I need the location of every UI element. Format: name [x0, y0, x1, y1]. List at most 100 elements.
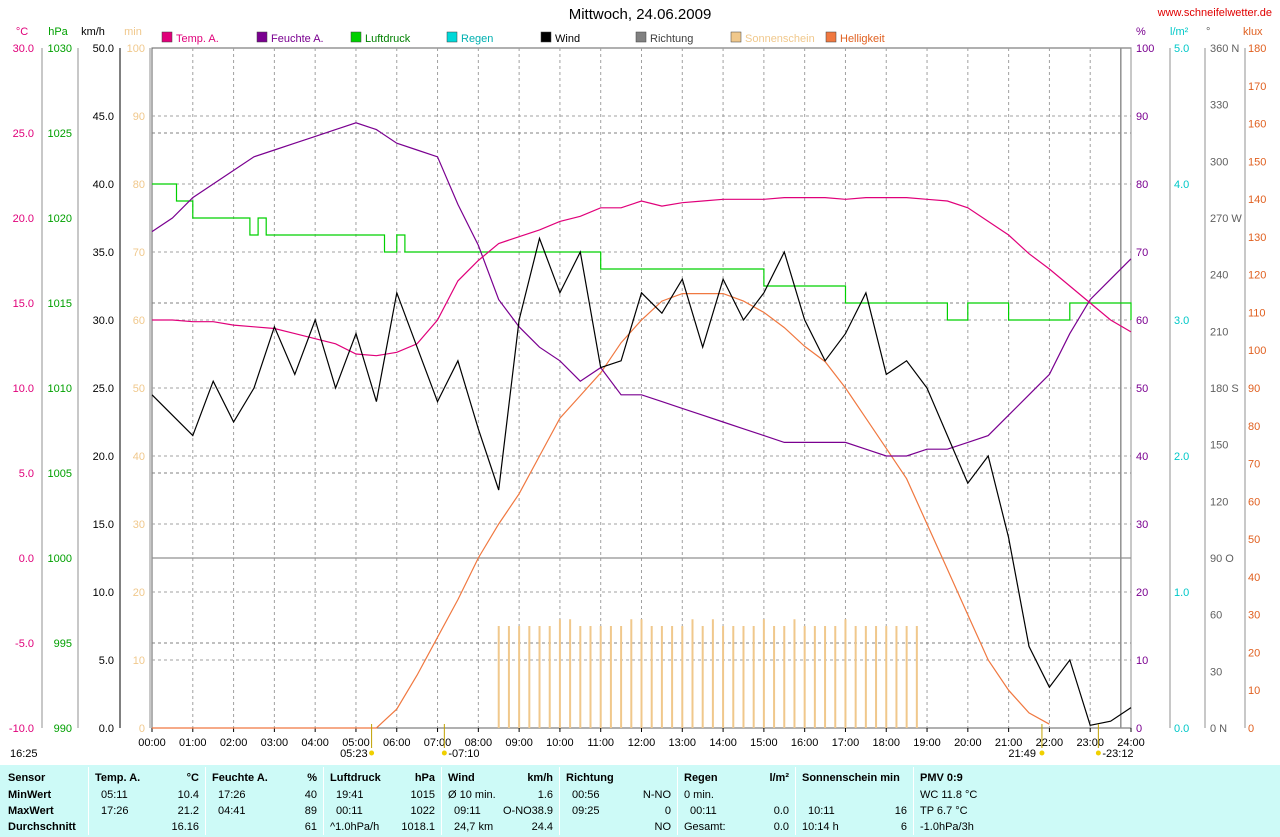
wind-line — [151, 236, 1132, 726]
humidity-header: Feuchte A. — [212, 772, 268, 784]
direction-header: Richtung — [566, 772, 614, 784]
direction-max-value: 0 — [664, 805, 671, 817]
wind-min-label: Ø 10 min. — [448, 789, 496, 801]
temp-tick-label: 5.0 — [19, 468, 34, 480]
temp-tick-label: -10.0 — [9, 723, 34, 735]
humidity-min-time: 17:26 — [218, 789, 246, 801]
wind-unit-label: km/h — [81, 26, 105, 38]
humidity-tick-label: 40 — [1136, 451, 1148, 463]
wind-tick-label: 5.0 — [99, 655, 114, 667]
humidity-tick-label: 80 — [1136, 179, 1148, 191]
x-tick-label: 09:00 — [505, 737, 533, 749]
pressure-tick-label: 1010 — [48, 383, 72, 395]
temp-tick-label: 0.0 — [19, 553, 34, 565]
direction-stats: Richtung 00:56 N-NO 09:25 0 NO — [560, 765, 677, 837]
chart-title: Mittwoch, 24.06.2009 — [569, 6, 712, 23]
wind-tick-label: 45.0 — [93, 111, 114, 123]
wind-min-value: 1.6 — [537, 789, 553, 801]
pmv-dewpoint: TP 6.7 °C — [920, 805, 968, 817]
sunshine-header: Sonnenschein min — [802, 772, 900, 784]
legend-swatch — [161, 31, 173, 43]
humidity-min-value: 40 — [304, 789, 317, 801]
temp-average: 16.16 — [171, 821, 199, 833]
x-tick-label: 10:00 — [546, 737, 574, 749]
pressure-header: Luftdruck — [330, 772, 381, 784]
legend-swatch — [256, 31, 268, 43]
sunshine-tick-label: 10 — [133, 655, 145, 667]
legend-label: Richtung — [650, 33, 693, 45]
sunshine-tick-label: 0 — [139, 723, 145, 735]
brightness-tick-label: 40 — [1248, 572, 1260, 584]
direction-tick-label: 150 — [1210, 440, 1228, 452]
legend-swatch — [825, 31, 837, 43]
brightness-tick-label: 10 — [1248, 685, 1260, 697]
pressure-line — [152, 183, 1132, 321]
wind-average: 24.4 — [531, 821, 553, 833]
x-tick-label: 15:00 — [750, 737, 778, 749]
divider — [205, 767, 206, 835]
pressure-tick-label: 995 — [54, 638, 72, 650]
brightness-tick-label: 170 — [1248, 81, 1266, 93]
temp-tick-label: -5.0 — [15, 638, 34, 650]
pmv-stats: PMV 0:9 WC 11.8 °C TP 6.7 °C -1.0hPa/3h — [914, 765, 1034, 837]
humidity-stats: Feuchte A. % 17:26 40 04:41 89 61 — [206, 765, 323, 837]
x-tick-label: 08:00 — [465, 737, 493, 749]
x-tick-label: 16:00 — [791, 737, 819, 749]
humidity-tick-label: 50 — [1136, 383, 1148, 395]
brightness-tick-label: 130 — [1248, 232, 1266, 244]
direction-tick-label: 120 — [1210, 496, 1228, 508]
direction-tick-label: 360 N — [1210, 43, 1239, 55]
sunshine-tick-label: 50 — [133, 383, 145, 395]
sunshine-tick-label: 80 — [133, 179, 145, 191]
divider — [795, 767, 796, 835]
direction-tick-label: 60 — [1210, 610, 1222, 622]
x-tick-label: 22:00 — [1036, 737, 1064, 749]
wind-tick-label: 10.0 — [93, 587, 114, 599]
legend-label: Luftdruck — [365, 33, 411, 45]
pmv-windchill: WC 11.8 °C — [920, 789, 978, 801]
brightness-tick-label: 110 — [1248, 307, 1266, 319]
x-tick-label: 19:00 — [913, 737, 941, 749]
rain-tick-label: 1.0 — [1174, 587, 1189, 599]
wind-max-time: 09:11 — [454, 805, 481, 817]
divider — [441, 767, 442, 835]
rain-total-value: 0.0 — [773, 821, 789, 833]
sunshine-average: 6 — [900, 821, 907, 833]
pressure-tick-label: 1025 — [48, 128, 72, 140]
weather-chart: 30.025.020.015.010.05.00.0-5.0-10.0°C103… — [9, 6, 1272, 760]
brightness-tick-label: 80 — [1248, 421, 1260, 433]
humidity-tick-label: 10 — [1136, 655, 1148, 667]
temp-min-time: 05:11 — [101, 789, 128, 801]
legend-swatch — [350, 31, 362, 43]
brightness-tick-label: 70 — [1248, 459, 1260, 471]
legend-label: Temp. A. — [176, 33, 219, 45]
temp-tick-label: 25.0 — [13, 128, 34, 140]
sunshine-tick-label: 100 — [127, 43, 145, 55]
brightness-tick-label: 180 — [1248, 43, 1266, 55]
brightness-tick-label: 90 — [1248, 383, 1260, 395]
brightness-tick-label: 100 — [1248, 345, 1266, 357]
direction-tick-label: 180 S — [1210, 383, 1239, 395]
site-link: www.schneifelwetter.de — [1157, 7, 1272, 19]
x-tick-label: 01:00 — [179, 737, 207, 749]
x-tick-label: 05:00 — [342, 737, 370, 749]
sun-icon — [1095, 750, 1101, 756]
pressure-unit-label: hPa — [48, 26, 68, 38]
direction-min-time: 00:56 — [572, 789, 600, 801]
humidity-tick-label: 0 — [1136, 723, 1142, 735]
humidity-average: 61 — [304, 821, 317, 833]
direction-tick-label: 0 N — [1210, 723, 1227, 735]
legend-swatch — [635, 31, 647, 43]
sunshine-tick-label: 60 — [133, 315, 145, 327]
direction-unit-label: ° — [1206, 26, 1210, 38]
sunshine-tick-label: 40 — [133, 451, 145, 463]
brightness-tick-label: 30 — [1248, 610, 1260, 622]
direction-tick-label: 300 — [1210, 156, 1228, 168]
humidity-tick-label: 30 — [1136, 519, 1148, 531]
x-tick-label: 11:00 — [587, 737, 614, 749]
sunshine-tick-label: 30 — [133, 519, 145, 531]
temp-max-value: 21.2 — [177, 805, 199, 817]
divider — [559, 767, 560, 835]
sun-icon — [369, 750, 375, 756]
sunshine-tick-label: 70 — [133, 247, 145, 259]
